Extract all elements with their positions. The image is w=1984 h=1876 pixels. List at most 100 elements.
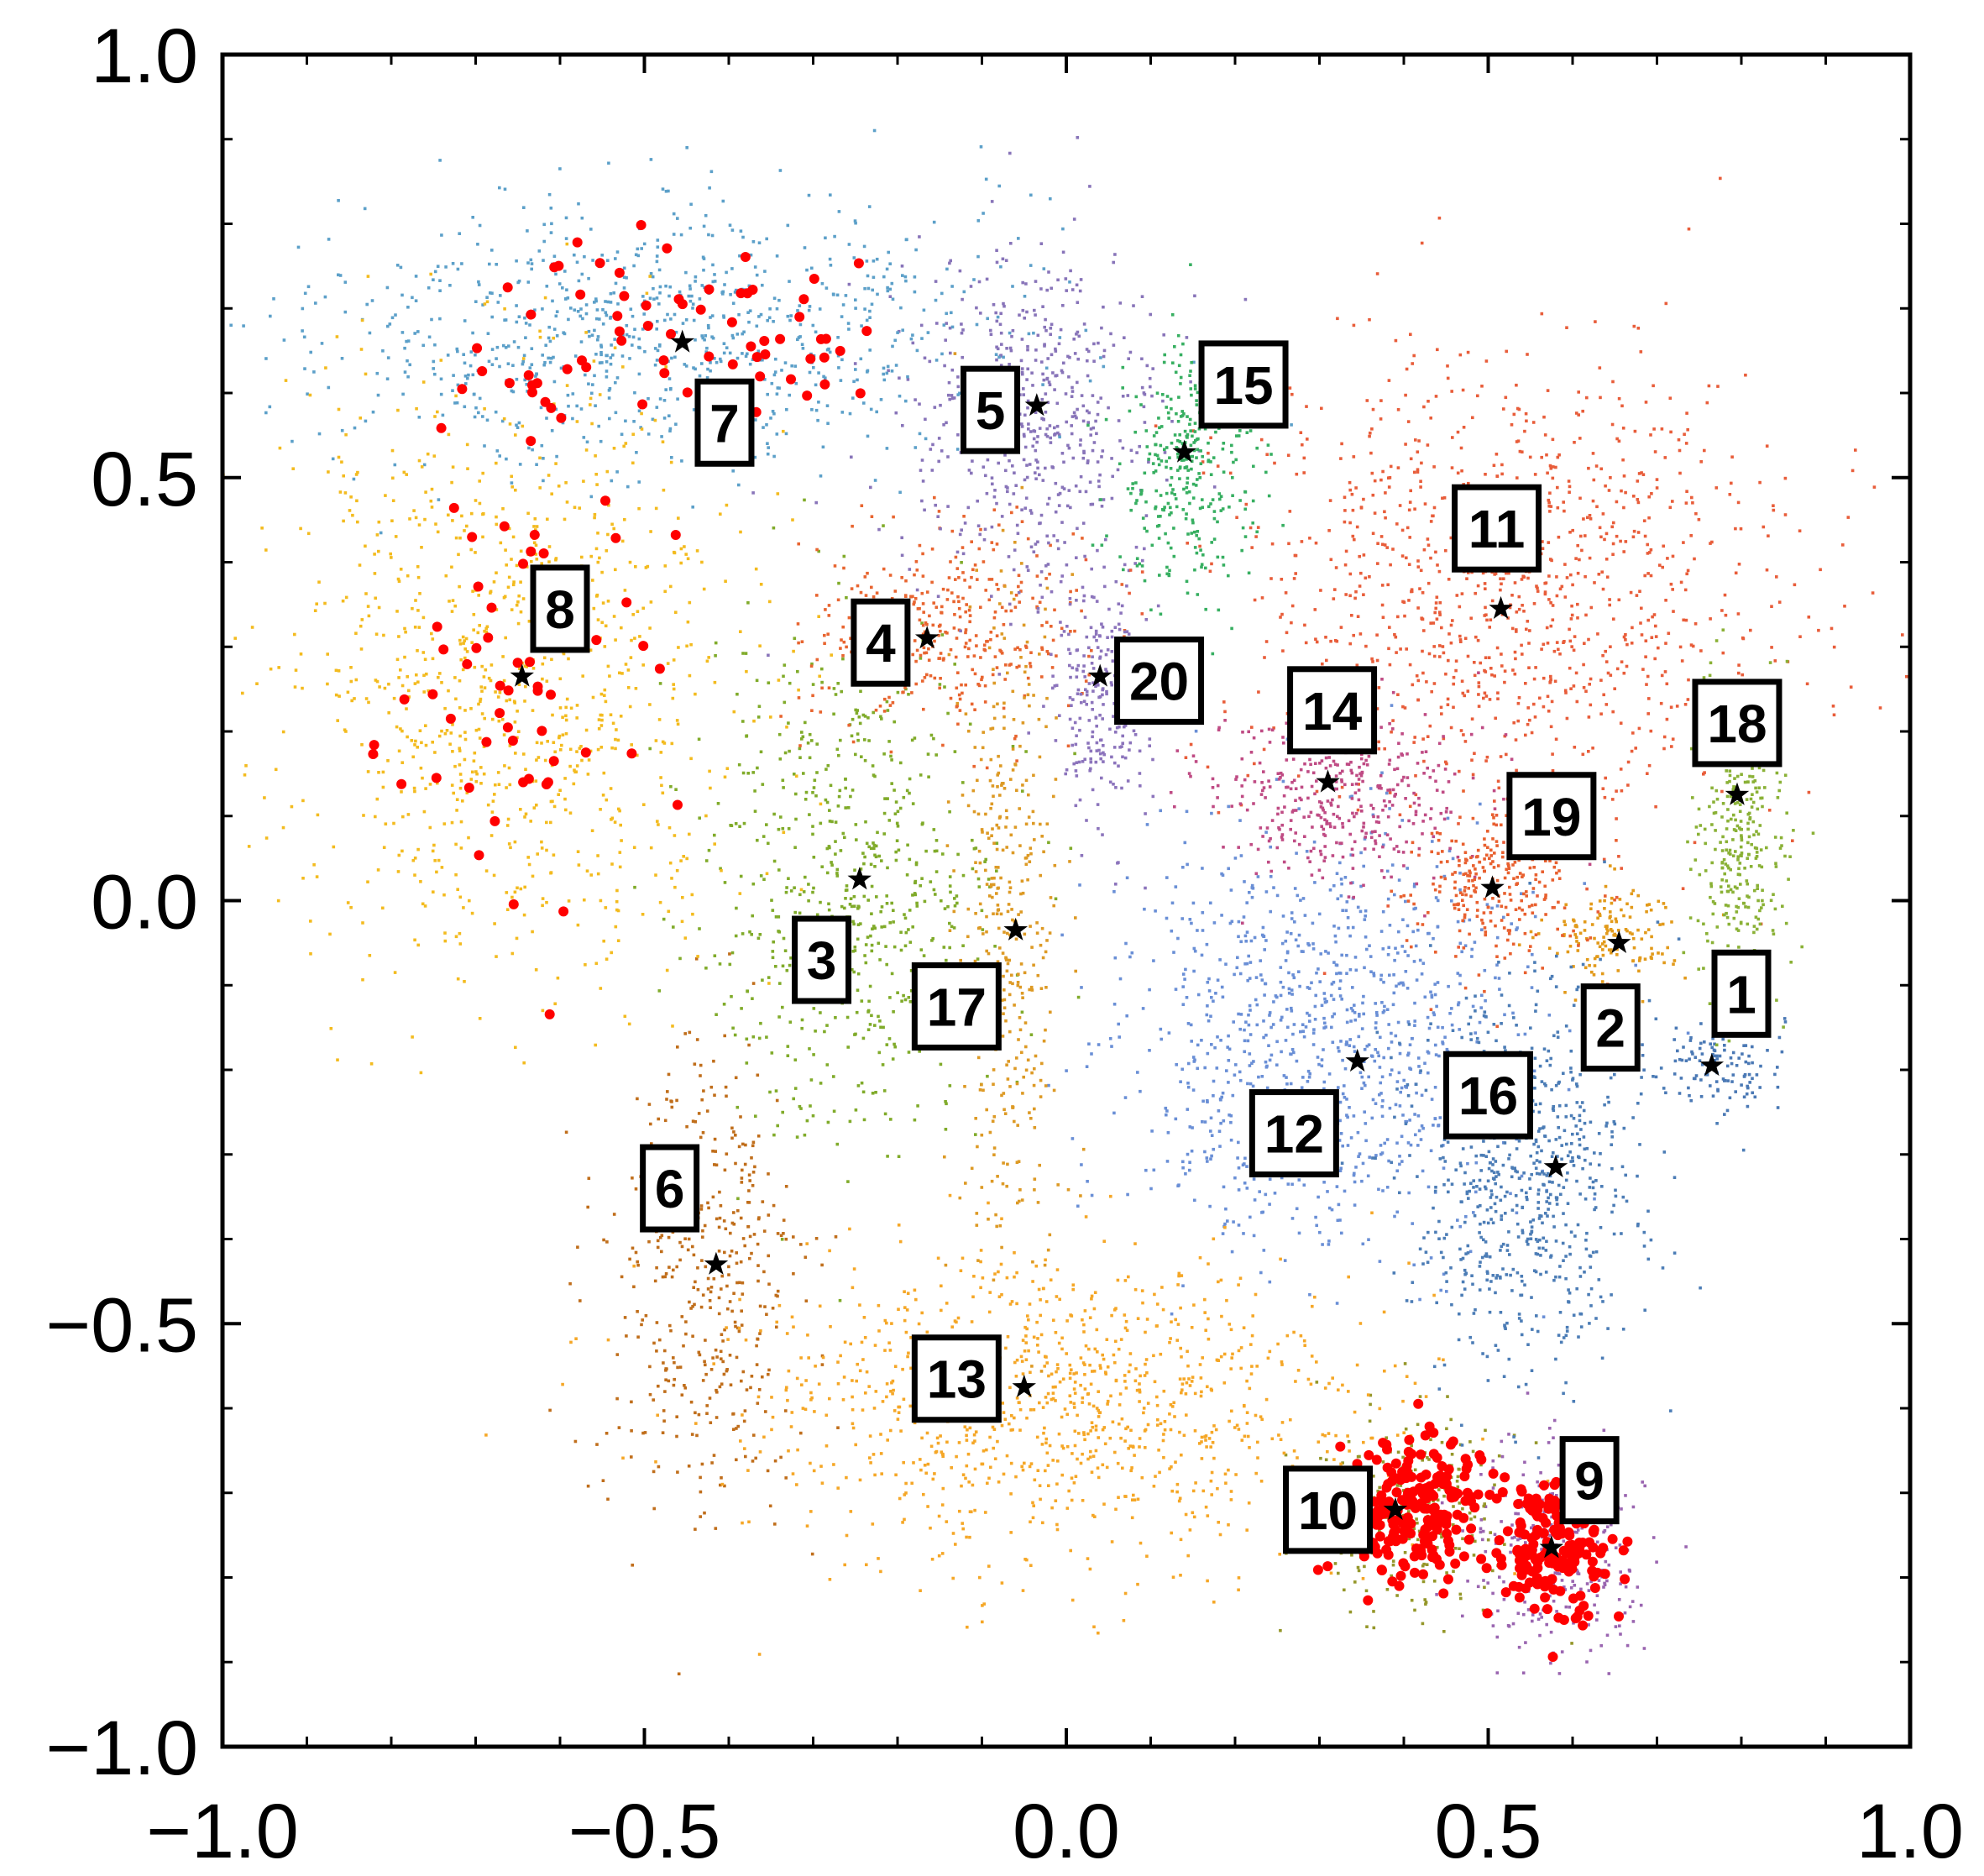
data-point [514, 1045, 517, 1050]
data-point [1505, 571, 1508, 575]
data-point [602, 1238, 605, 1242]
data-point [1104, 537, 1107, 542]
data-point [454, 536, 458, 540]
data-point [689, 757, 693, 761]
data-point [728, 223, 732, 227]
data-point [1593, 956, 1597, 961]
data-point [1489, 1531, 1492, 1534]
data-point [369, 1062, 374, 1066]
data-point [655, 328, 658, 331]
data-point [1089, 433, 1092, 437]
data-point [673, 355, 677, 359]
data-point [875, 257, 879, 261]
data-point [933, 495, 936, 500]
data-point [782, 831, 786, 834]
data-point [727, 1265, 730, 1269]
data-point [734, 1161, 737, 1166]
data-point [709, 316, 712, 319]
data-point [1004, 609, 1008, 613]
data-point [1055, 654, 1058, 658]
data-point [735, 906, 738, 910]
data-point [547, 336, 551, 340]
data-point [1127, 569, 1131, 573]
data-point [656, 238, 660, 242]
data-point [723, 775, 727, 779]
data-point [839, 647, 842, 650]
data-point [592, 359, 596, 363]
data-point [728, 1354, 732, 1357]
data-point [1023, 295, 1027, 298]
data-point [647, 432, 651, 436]
data-point [405, 473, 408, 476]
data-point [429, 499, 433, 503]
data-point [1035, 440, 1039, 444]
data-point [715, 1388, 718, 1392]
data-point [1516, 1611, 1521, 1615]
data-point [995, 841, 999, 845]
data-point [849, 897, 853, 900]
data-point [417, 416, 421, 419]
data-point [845, 645, 848, 649]
data-point [780, 369, 783, 372]
data-point [964, 683, 967, 687]
data-point [724, 1227, 728, 1231]
data-point [658, 285, 662, 289]
data-point [759, 874, 763, 878]
data-point [894, 858, 898, 862]
data-point [547, 356, 550, 360]
data-point [948, 326, 952, 330]
data-point [810, 709, 814, 712]
data-point [904, 279, 908, 283]
data-point [1636, 1585, 1640, 1589]
data-point [529, 820, 532, 823]
data-point [1097, 479, 1101, 483]
data-point [733, 1033, 737, 1037]
data-point [575, 404, 578, 408]
data-point [1549, 678, 1552, 682]
data-point [713, 280, 717, 283]
data-point [1564, 691, 1568, 694]
data-point [772, 296, 777, 300]
data-point [554, 558, 558, 562]
data-point [1654, 804, 1657, 809]
data-point [1758, 1086, 1762, 1089]
data-point [756, 766, 759, 770]
data-point [878, 958, 882, 962]
data-point [811, 791, 814, 794]
data-point [672, 212, 676, 216]
data-point [608, 674, 611, 678]
data-point [458, 749, 462, 752]
data-point [709, 170, 714, 174]
data-point [1072, 217, 1076, 221]
data-point [375, 533, 380, 537]
data-point [327, 238, 331, 241]
data-point [641, 663, 645, 667]
data-point [485, 418, 489, 422]
data-point [1623, 1611, 1627, 1615]
data-point [346, 901, 350, 904]
data-point [658, 900, 662, 904]
data-point [502, 679, 506, 683]
data-point [992, 548, 996, 552]
data-point [544, 343, 547, 347]
data-point [1112, 260, 1115, 265]
data-point [990, 578, 994, 581]
data-point [1723, 1113, 1726, 1116]
data-point [609, 356, 613, 359]
data-point [625, 1334, 628, 1338]
data-point [910, 738, 914, 742]
data-point [691, 302, 695, 306]
data-point [885, 371, 889, 375]
data-point [454, 872, 458, 877]
data-point [940, 291, 944, 296]
data-point [772, 454, 776, 459]
data-point [982, 647, 987, 652]
data-point [622, 275, 626, 279]
data-point [1641, 1480, 1644, 1484]
data-point [672, 1268, 675, 1272]
data-point [812, 365, 815, 369]
data-point [772, 812, 776, 816]
data-point [807, 899, 810, 903]
data-point [1552, 1582, 1556, 1586]
data-point [1678, 1092, 1682, 1095]
